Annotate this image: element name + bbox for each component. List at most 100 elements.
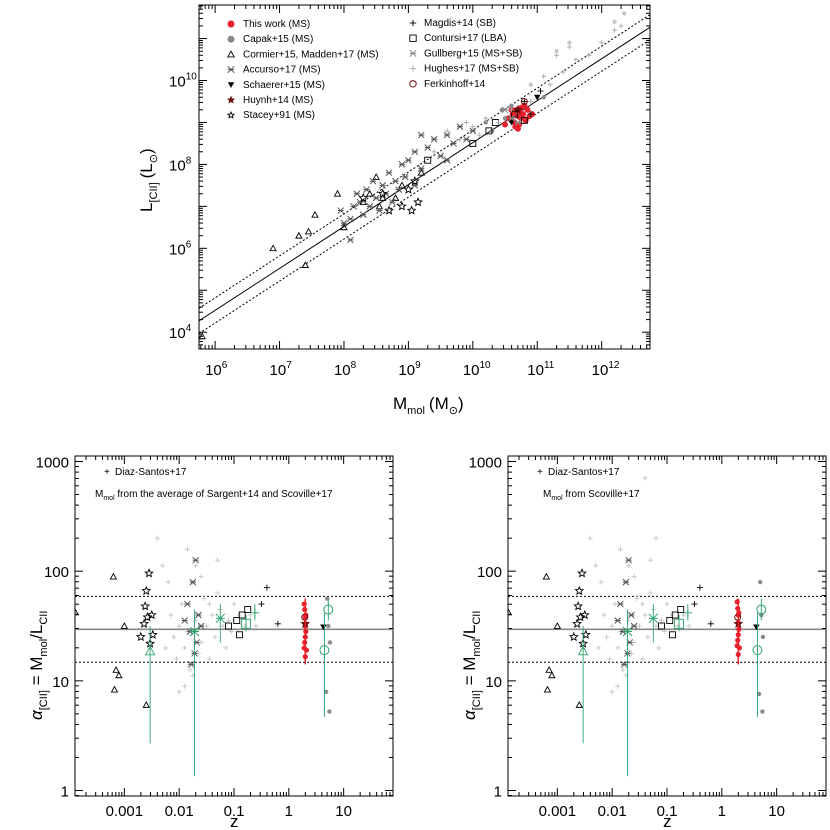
legend-marker: [409, 49, 417, 57]
y-tick-label: 1010: [169, 72, 197, 91]
data-point: [215, 557, 221, 563]
legend-marker: [227, 66, 235, 74]
y-tick-label: 108: [169, 155, 192, 174]
data-point: [656, 645, 662, 651]
legend-item: This work (MS): [227, 19, 310, 30]
data-point: [553, 622, 562, 629]
y-tick-label: 1000: [36, 454, 69, 471]
x-tick-label: 108: [334, 360, 357, 379]
data-point: [142, 701, 151, 708]
data-point: [258, 601, 265, 608]
data-point: [347, 215, 354, 223]
green-median-point: [144, 626, 156, 744]
median-marker: [323, 604, 334, 615]
series-magdis-others: [691, 584, 714, 627]
data-point: [675, 623, 681, 629]
data-point: [385, 169, 393, 177]
x-tick-label: 0.001: [539, 803, 577, 820]
x-tick-label: 106: [205, 360, 228, 379]
data-point: [527, 111, 534, 118]
data-point: [760, 634, 766, 640]
data-point: [601, 612, 607, 618]
series-diaz-santos-17: [587, 475, 692, 695]
legend-label: Magdis+14 (SB): [424, 18, 496, 29]
y-tick-label: 100: [44, 564, 69, 581]
series-schaerer-15: [508, 94, 541, 126]
median-marker: [752, 645, 763, 656]
legend-marker: [409, 80, 417, 88]
bl-legend-diaz-santos: Diaz-Santos+17: [115, 467, 187, 478]
data-point: [615, 683, 621, 689]
data-point: [409, 176, 420, 186]
data-point: [626, 618, 632, 624]
legend-label: Huynh+14 (MS): [243, 95, 313, 106]
data-point: [625, 556, 632, 564]
data-point: [236, 631, 243, 639]
data-point: [543, 685, 552, 693]
data-point: [639, 601, 645, 607]
green-median-point: [241, 615, 252, 632]
series-stacey-91: [135, 568, 158, 648]
data-point: [520, 97, 528, 105]
data-point: [417, 168, 426, 176]
legend-item: Ferkinhoff+14: [409, 79, 486, 90]
data-point: [457, 136, 463, 142]
data-point: [379, 182, 386, 189]
x-tick-label: 1012: [592, 360, 620, 379]
x-tick-label: 0.01: [598, 803, 627, 820]
series-schaerer-15: [320, 624, 327, 631]
data-point: [443, 131, 451, 139]
data-point: [144, 568, 154, 578]
data-point: [528, 82, 534, 87]
green-median-point: [622, 609, 633, 777]
data-point: [363, 186, 370, 193]
series-ferkinhoff-14: [520, 97, 528, 105]
data-point: [554, 52, 560, 58]
legend-item: Capak+15 (MS): [227, 34, 313, 45]
data-point: [197, 622, 205, 630]
data-point: [666, 617, 674, 624]
data-point: [612, 601, 618, 607]
legend-marker: [227, 82, 235, 88]
data-point: [301, 261, 310, 268]
data-point: [226, 618, 232, 624]
series-magdis-others: [258, 584, 281, 627]
y-tick-label: 10: [52, 674, 69, 691]
x-tick-label: 0.1: [657, 803, 678, 820]
bottom-left-panel: 0.001 0.01 0.1 1 10 1 10 100 1000 + Diaz-Santos+…: [27, 454, 394, 830]
data-point: [572, 618, 583, 628]
data-point: [110, 685, 119, 693]
legend-item: Cormier+15, Madden+17 (MS): [227, 49, 379, 60]
green-median-point: [319, 612, 330, 718]
data-point: [618, 23, 624, 29]
data-point: [456, 123, 464, 131]
fit-lower-dotted: [199, 39, 650, 334]
data-point: [444, 128, 450, 134]
legend-item: Contursi+17 (LBA): [409, 33, 507, 44]
data-point: [560, 69, 566, 75]
data-point: [648, 557, 654, 563]
data-point: [206, 601, 212, 607]
data-point: [244, 606, 252, 613]
data-point: [514, 125, 521, 132]
data-point: [577, 568, 587, 578]
bottom-left-legend: + Diaz-Santos+17 Mmol from the average o…: [95, 467, 333, 502]
data-point: [463, 119, 469, 125]
data-point: [395, 186, 403, 193]
data-point: [176, 689, 182, 695]
data-point: [388, 198, 396, 206]
data-point: [253, 623, 259, 629]
data-point: [609, 689, 615, 695]
data-point: [182, 645, 188, 651]
series-cormier-15-madden-17: [199, 168, 426, 340]
data-point: [377, 188, 388, 198]
data-point: [187, 667, 193, 673]
data-point: [165, 579, 171, 585]
data-point: [450, 140, 457, 147]
data-point: [120, 622, 129, 629]
data-point: [154, 535, 160, 541]
data-point: [758, 579, 763, 585]
top-axis-ticks: 106 107 108 109 1010 1011 1012 104 106 108 1010: [169, 5, 650, 379]
data-point: [579, 609, 590, 620]
